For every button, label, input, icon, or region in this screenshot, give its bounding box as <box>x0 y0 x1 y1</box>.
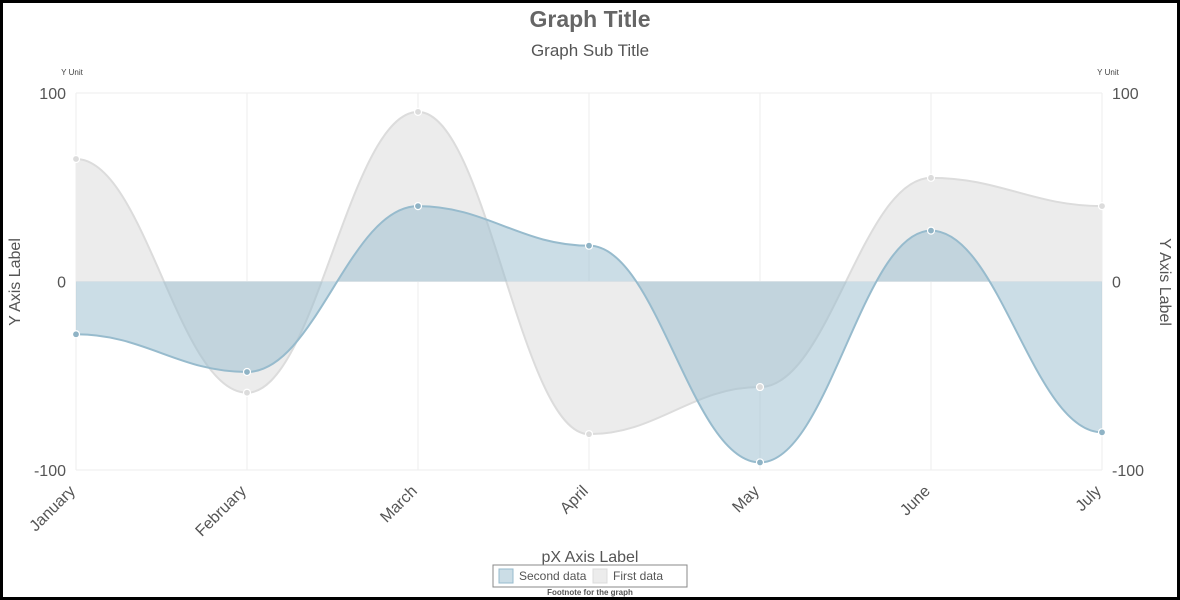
first-data-line <box>75 110 1103 436</box>
legend-label-second-data[interactable]: Second data <box>519 569 587 583</box>
y-axis-label-right: Y Axis Label <box>1156 238 1173 326</box>
footnote: Footnote for the graph <box>547 588 633 597</box>
first-data-point-june[interactable] <box>926 173 936 182</box>
chart-title: Graph Title <box>530 6 651 32</box>
first-data-point-february[interactable] <box>242 388 252 397</box>
x-tick-july: July <box>1073 483 1105 515</box>
first-data-point-january[interactable] <box>71 154 81 164</box>
second-data-point-march[interactable] <box>413 202 423 211</box>
second-data-point-july[interactable] <box>1097 428 1107 437</box>
legend-box <box>492 564 688 588</box>
y-ticks: -100 -100 0 0 100 100 <box>34 86 1144 480</box>
x-ticks: January February March April May June July <box>27 483 1105 540</box>
second-data-point-may[interactable] <box>755 458 765 467</box>
legend-swatch-second-data <box>498 568 514 584</box>
y-tick-left: 100 <box>39 86 66 103</box>
x-tick-june: June <box>897 483 934 520</box>
y-tick-right: 100 <box>1112 86 1139 103</box>
x-tick-may: May <box>729 483 762 516</box>
legend: Second data First data <box>492 564 688 588</box>
legend-label-first-data[interactable]: First data <box>613 569 663 583</box>
second-data-point-february[interactable] <box>242 367 252 377</box>
first-data-point-march[interactable] <box>413 107 423 116</box>
y-tick-right: 0 <box>1112 275 1121 292</box>
first-data-point-july[interactable] <box>1097 202 1107 211</box>
x-axis-label: pX Axis Label <box>542 549 639 566</box>
y-tick-left: -100 <box>34 463 66 480</box>
y-unit-left: Y Unit <box>61 68 83 77</box>
series-points <box>71 107 1107 467</box>
chart-subtitle: Graph Sub Title <box>531 41 649 60</box>
x-tick-january: January <box>27 483 79 535</box>
first-data-point-april[interactable] <box>584 430 594 439</box>
y-axis-label-left: Y Axis Label <box>7 238 24 326</box>
legend-swatch-first-data <box>592 568 608 584</box>
x-tick-april: April <box>557 483 592 518</box>
second-data-point-january[interactable] <box>71 330 81 339</box>
y-unit-right: Y Unit <box>1097 68 1119 77</box>
second-data-point-april[interactable] <box>584 241 594 250</box>
series-areas <box>75 110 1103 464</box>
second-data-point-june[interactable] <box>926 226 936 235</box>
second-data-line <box>75 205 1103 464</box>
y-tick-left: 0 <box>57 275 66 292</box>
x-tick-february: February <box>193 483 250 540</box>
second-data-area <box>76 206 1102 463</box>
x-tick-march: March <box>377 483 420 526</box>
first-data-point-may[interactable] <box>755 382 765 392</box>
y-tick-right: -100 <box>1112 463 1144 480</box>
